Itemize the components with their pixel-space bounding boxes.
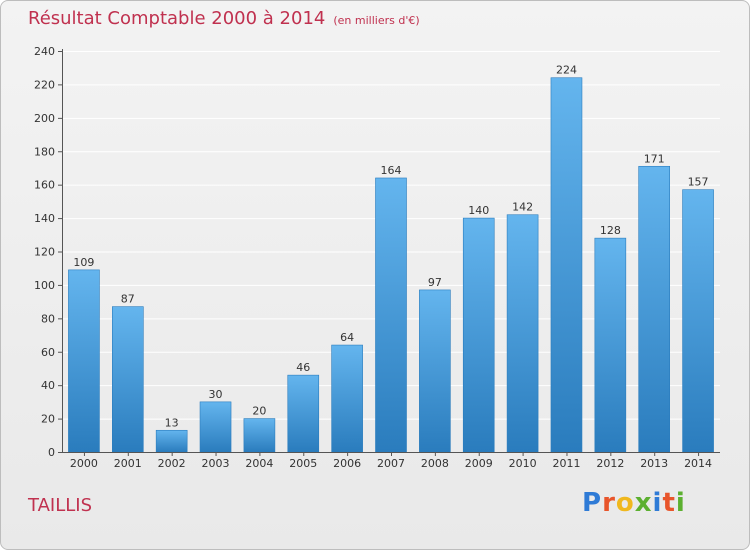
bar-2009	[462, 217, 495, 453]
x-tick-label: 2001	[114, 457, 142, 470]
x-tick-label: 2013	[640, 457, 668, 470]
bar-2010	[506, 214, 539, 453]
x-tick-label: 2002	[158, 457, 186, 470]
data-label: 164	[381, 164, 402, 177]
bar-2011	[550, 77, 583, 453]
data-label: 46	[296, 361, 310, 374]
x-tick-label: 2012	[596, 457, 624, 470]
y-tick-label: 120	[34, 246, 55, 259]
bar-2006	[331, 344, 363, 453]
bar-2014	[682, 189, 714, 453]
data-label: 224	[556, 64, 577, 77]
bar-2007	[375, 177, 407, 453]
bar-2003	[199, 401, 232, 453]
data-label: 109	[73, 256, 94, 269]
bar-2000	[68, 269, 100, 453]
x-tick-label: 2014	[684, 457, 712, 470]
proxiti-logo: Proxiti	[582, 488, 686, 518]
bar-2001	[112, 306, 144, 453]
y-tick-label: 100	[34, 279, 55, 292]
y-tick-label: 140	[34, 212, 55, 225]
data-label: 140	[468, 204, 489, 217]
bar-2012	[594, 237, 627, 453]
data-label: 20	[252, 405, 266, 418]
bar-2005	[287, 374, 320, 453]
logo-letter: t	[662, 488, 676, 518]
data-label: 142	[512, 201, 533, 214]
chart-title: Résultat Comptable 2000 à 2014	[28, 8, 326, 29]
y-tick-label: 200	[34, 112, 55, 125]
data-label: 157	[688, 176, 709, 189]
y-tick-label: 240	[34, 45, 55, 58]
x-tick-label: 2003	[202, 457, 230, 470]
y-tick-label: 20	[41, 413, 55, 426]
y-tick-label: 180	[34, 145, 55, 158]
x-tick-label: 2011	[552, 457, 580, 470]
bar-2002	[155, 429, 188, 453]
logo-letter: o	[615, 488, 635, 518]
data-label: 171	[644, 152, 665, 165]
chart-subtitle: (en milliers d'€)	[333, 14, 420, 27]
x-tick-label: 2006	[333, 457, 361, 470]
data-label: 64	[340, 331, 354, 344]
logo-letter: P	[582, 488, 603, 518]
x-tick-label: 2009	[465, 457, 493, 470]
title-row: Résultat Comptable 2000 à 2014 (en millie…	[28, 8, 420, 29]
bar-2004	[243, 418, 276, 453]
data-label: 87	[121, 293, 135, 306]
x-tick-label: 2007	[377, 457, 405, 470]
logo-letter: x	[634, 488, 653, 518]
bar-2008	[419, 289, 451, 453]
y-tick-label: 60	[41, 346, 55, 359]
y-tick-label: 160	[34, 179, 55, 192]
data-label: 97	[428, 276, 442, 289]
logo-letter: r	[602, 488, 616, 518]
logo-letter: i	[675, 488, 686, 518]
y-tick-label: 80	[41, 312, 55, 325]
place-name: TAILLIS	[28, 495, 93, 516]
x-tick-label: 2010	[509, 457, 537, 470]
x-tick-label: 2004	[245, 457, 273, 470]
y-tick-label: 220	[34, 78, 55, 91]
x-tick-label: 2008	[421, 457, 449, 470]
data-label: 13	[165, 416, 179, 429]
x-tick-label: 2000	[70, 457, 98, 470]
bar-2013	[638, 165, 671, 453]
data-label: 30	[209, 388, 223, 401]
x-tick-label: 2005	[289, 457, 317, 470]
logo-letter: i	[652, 488, 663, 518]
data-label: 128	[600, 224, 621, 237]
y-tick-label: 40	[41, 379, 55, 392]
y-tick-label: 0	[48, 446, 55, 459]
